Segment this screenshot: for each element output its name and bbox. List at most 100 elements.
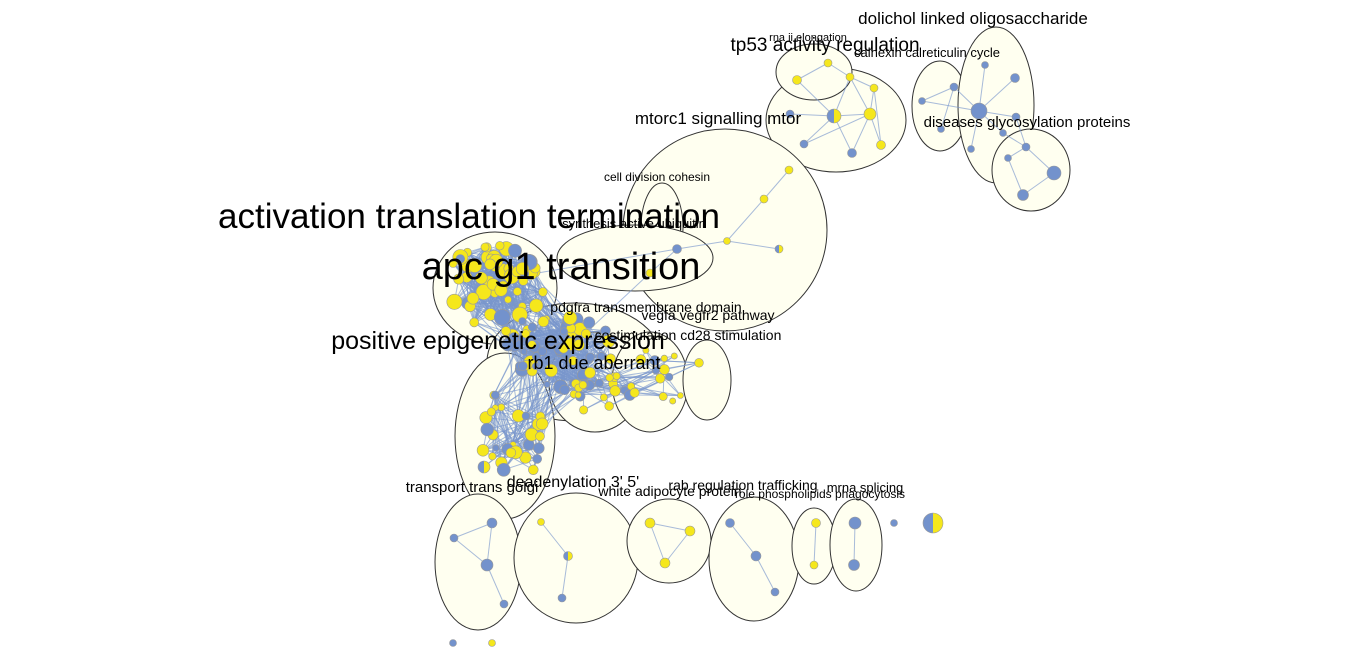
network-edge (649, 248, 678, 274)
network-node-yellow (669, 397, 677, 405)
network-node-blue (848, 559, 860, 571)
label-rna-ii-elongation: rna ii elongation (769, 32, 847, 44)
network-node-blue (725, 518, 735, 528)
network-node-blue (493, 309, 511, 326)
label-role-phospholipids: role phospholipids phagocytosis (735, 487, 905, 501)
network-edge (803, 113, 871, 145)
network-edge (789, 113, 835, 117)
network-edge (796, 79, 835, 117)
network-node-blue (608, 334, 618, 344)
network-node-blue (449, 533, 459, 543)
network-node-yellow (784, 165, 794, 175)
network-node-yellow (476, 444, 490, 457)
network-node-blue (890, 519, 898, 527)
network-node-yellow (823, 58, 833, 68)
network-node-yellow (869, 83, 879, 93)
label-tp53-activity: tp53 activity regulation (730, 35, 919, 56)
network-node-blue (499, 599, 509, 609)
network-node-yellow (811, 518, 821, 528)
network-node-blue (967, 145, 975, 153)
network-node-yellow (558, 343, 569, 354)
network-node-blue (918, 97, 926, 105)
network-edge (853, 522, 856, 566)
network-node-blue (785, 109, 795, 119)
network-node-blue (480, 422, 494, 437)
network-node-yellow (609, 385, 621, 397)
label-rb1-due: rb1 due aberrant (527, 353, 660, 373)
network-node-yellow (538, 287, 548, 297)
label-calnexin-calreticulin: calnexin calreticulin cycle (854, 45, 1000, 60)
network-node-yellow (605, 353, 616, 364)
network-node-yellow (484, 258, 496, 270)
network-edge (664, 530, 691, 564)
network-node-yellow (723, 237, 731, 245)
network-edge (630, 385, 664, 397)
network-edge (763, 169, 790, 200)
network-edge (664, 362, 700, 370)
network-node-blue (480, 558, 494, 572)
label-positive-epigenetic: positive epigenetic expression (331, 327, 665, 355)
label-mtorc1-signalling: mtorc1 signalling mtor (635, 109, 802, 128)
network-node-blue (937, 125, 945, 133)
network-node-yellow (446, 293, 463, 310)
network-node-yellow (573, 339, 585, 351)
network-node-yellow (474, 271, 488, 285)
cluster-white-adipocyte (626, 498, 712, 584)
network-node-yellow (635, 354, 647, 366)
network-node-yellow (505, 447, 517, 458)
network-node-blue (970, 102, 988, 120)
network-node-yellow (529, 298, 544, 313)
network-edge (726, 240, 780, 250)
network-edge (649, 522, 691, 532)
network-node-blue (847, 148, 857, 158)
network-node-yellow (467, 258, 483, 273)
network-node-blue (585, 352, 595, 362)
network-edge (827, 62, 851, 78)
network-node-blue (999, 129, 1007, 137)
network-edge (486, 522, 493, 566)
network-node-blue (750, 550, 762, 562)
network-edge (676, 240, 728, 250)
network-node-blue (770, 587, 780, 597)
cluster-role-phospholipids (829, 498, 883, 592)
network-edge (469, 305, 533, 372)
network-node-blue (981, 61, 989, 69)
network-node-blue (518, 317, 527, 326)
network-node-blue (1017, 189, 1029, 201)
network-node-blue (517, 361, 528, 371)
network-node-blue (557, 593, 567, 603)
network-node-mixed (477, 460, 491, 474)
network-node-yellow (670, 352, 678, 360)
network-node-yellow (604, 401, 614, 411)
network-node-mixed (826, 108, 842, 124)
cluster-rna-ii (775, 43, 853, 101)
network-node-blue (560, 327, 568, 336)
network-node-blue (649, 355, 660, 366)
network-node-blue (600, 325, 611, 336)
network-node-yellow (513, 287, 522, 296)
network-edge (467, 302, 571, 345)
cluster-diseases-glycosylation (991, 128, 1071, 212)
cluster-costimulation (682, 339, 732, 421)
network-node-yellow (568, 355, 578, 366)
network-node-blue (455, 254, 465, 264)
network-node-yellow (535, 417, 549, 430)
network-node-yellow (612, 372, 621, 380)
network-edge (507, 344, 577, 385)
network-node-blue (594, 378, 604, 388)
label-pdgfra-transmembrane: pdgfra transmembrane domain (550, 299, 741, 315)
network-node-blue (449, 639, 457, 647)
network-edge (1007, 157, 1024, 196)
network-node-blue (531, 362, 540, 370)
network-node-yellow (845, 72, 855, 82)
network-node-yellow (876, 140, 886, 150)
network-edge (755, 555, 776, 593)
network-node-blue (1004, 154, 1012, 162)
node-layer (446, 58, 1062, 647)
network-edge (526, 365, 538, 459)
network-node-yellow (504, 295, 512, 304)
network-edge (495, 407, 532, 435)
network-edge (486, 564, 505, 605)
network-edge (540, 521, 569, 557)
network-node-blue (665, 372, 674, 381)
